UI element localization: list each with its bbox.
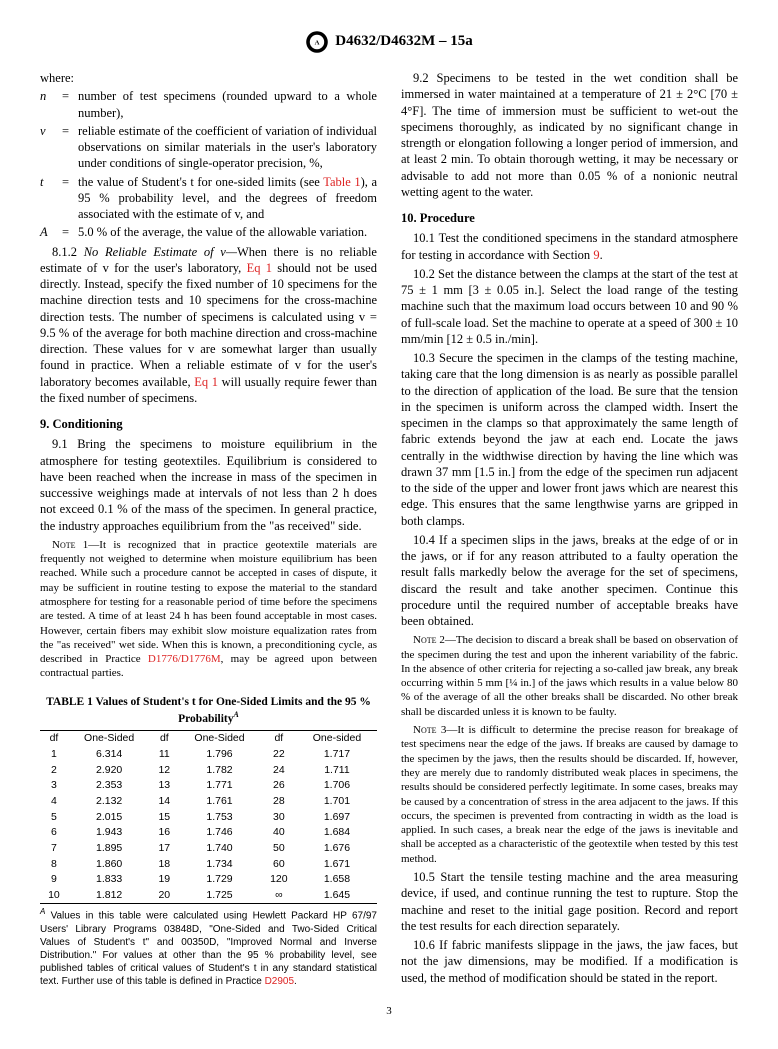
link-d2905[interactable]: D2905 — [265, 976, 294, 987]
link-d1776[interactable]: D1776/D1776M — [148, 653, 221, 665]
def-n: n= number of test specimens (rounded upw… — [40, 88, 377, 121]
table-title: TABLE 1 Values of Student's t for One-Si… — [40, 695, 377, 727]
table-row: 22.920121.782241.711 — [40, 763, 377, 779]
table-1: dfOne-SideddfOne-SideddfOne-sided 16.314… — [40, 730, 377, 904]
where-label: where: — [40, 70, 377, 86]
def-v: v= reliable estimate of the coefficient … — [40, 123, 377, 172]
para-10-5: 10.5 Start the tensile testing machine a… — [401, 869, 738, 934]
table-row: 32.353131.771261.706 — [40, 778, 377, 794]
table-row: 71.895171.740501.676 — [40, 841, 377, 857]
table-row: 16.314111.796221.717 — [40, 747, 377, 763]
svg-text:A: A — [315, 39, 320, 46]
link-eq1b[interactable]: Eq 1 — [194, 375, 218, 389]
designation: D4632/D4632M – 15a — [335, 32, 473, 52]
table-row: 81.860181.734601.671 — [40, 857, 377, 873]
body-columns: where: n= number of test specimens (roun… — [40, 70, 738, 988]
para-10-1: 10.1 Test the conditioned specimens in t… — [401, 230, 738, 263]
table-footnote: A Values in this table were calculated u… — [40, 907, 377, 987]
table-row: 101.812201.725∞1.645 — [40, 888, 377, 904]
section-10-title: 10. Procedure — [401, 210, 738, 226]
note-1: Note 1—It is recognized that in practice… — [40, 538, 377, 681]
def-A: A= 5.0 % of the average, the value of th… — [40, 224, 377, 240]
note-3: Note 3—It is difficult to determine the … — [401, 723, 738, 866]
para-10-6: 10.6 If fabric manifests slippage in the… — [401, 937, 738, 986]
para-10-2: 10.2 Set the distance between the clamps… — [401, 266, 738, 347]
para-10-4: 10.4 If a specimen slips in the jaws, br… — [401, 532, 738, 630]
table-row: 52.015151.753301.697 — [40, 810, 377, 826]
note-2: Note 2—The decision to discard a break s… — [401, 633, 738, 719]
para-10-3: 10.3 Secure the specimen in the clamps o… — [401, 350, 738, 529]
section-9-title: 9. Conditioning — [40, 416, 377, 432]
para-9-1: 9.1 Bring the specimens to moisture equi… — [40, 436, 377, 534]
table-row: 91.833191.7291201.658 — [40, 872, 377, 888]
link-eq1a[interactable]: Eq 1 — [247, 261, 272, 275]
page-number: 3 — [40, 1004, 738, 1018]
def-t: t= the value of Student's t for one-side… — [40, 174, 377, 223]
para-9-2: 9.2 Specimens to be tested in the wet co… — [401, 70, 738, 200]
table-block: TABLE 1 Values of Student's t for One-Si… — [40, 695, 377, 988]
para-8-1-2: 8.1.2 No Reliable Estimate of v—When the… — [40, 244, 377, 407]
astm-logo: A — [305, 30, 329, 54]
table-row: 42.132141.761281.701 — [40, 794, 377, 810]
page-header: A D4632/D4632M – 15a — [40, 30, 738, 54]
table-row: 61.943161.746401.684 — [40, 825, 377, 841]
link-table1[interactable]: Table 1 — [323, 175, 360, 189]
